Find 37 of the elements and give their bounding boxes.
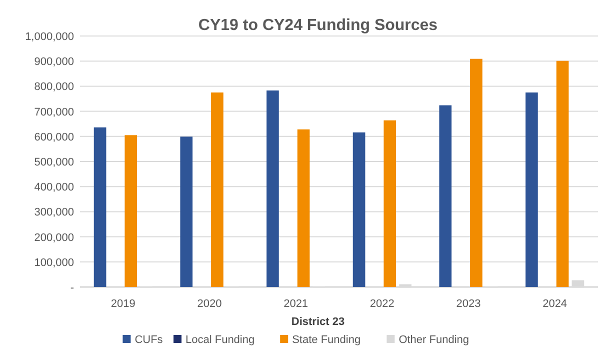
- y-tick-label: 600,000: [34, 131, 74, 144]
- bar: [399, 284, 412, 287]
- bar: [124, 135, 138, 287]
- y-tick-label: 200,000: [34, 232, 74, 244]
- bar: [526, 92, 538, 287]
- y-tick-label: 400,000: [34, 182, 74, 194]
- x-tick-label: 2020: [197, 298, 222, 310]
- y-tick-label: 300,000: [34, 206, 74, 219]
- x-tick-label: 2021: [284, 298, 308, 310]
- y-tick-label: 1,000,000: [25, 31, 74, 43]
- legend-label: Local Funding: [186, 334, 255, 346]
- bar: [266, 90, 279, 287]
- bar: [384, 120, 396, 287]
- x-tick-label: 2022: [370, 298, 394, 310]
- bar: [211, 92, 224, 287]
- bar: [470, 58, 482, 287]
- y-tick-label: 700,000: [34, 106, 74, 118]
- y-tick-label: 100,000: [34, 256, 74, 269]
- bar: [180, 136, 193, 287]
- bar: [352, 132, 366, 287]
- bar: [572, 280, 584, 287]
- legend-label: Other Funding: [398, 334, 470, 346]
- x-tick-label: 2024: [542, 298, 568, 310]
- bar: [297, 129, 310, 287]
- bar: [556, 60, 569, 287]
- legend-label: State Funding: [292, 334, 361, 346]
- x-tick-label: 2023: [456, 298, 481, 310]
- y-tick-label: 800,000: [34, 81, 74, 94]
- chart-title: CY19 to CY24 Funding Sources: [198, 17, 438, 34]
- y-tick-label: 900,000: [34, 56, 74, 68]
- y-tick-label: -: [70, 282, 74, 294]
- bar: [94, 127, 106, 287]
- y-tick-label: 500,000: [34, 156, 74, 168]
- legend-label: CUFs: [134, 334, 164, 346]
- x-tick-label: 2019: [110, 298, 136, 310]
- x-axis-title: District 23: [291, 316, 345, 328]
- bar: [439, 105, 452, 287]
